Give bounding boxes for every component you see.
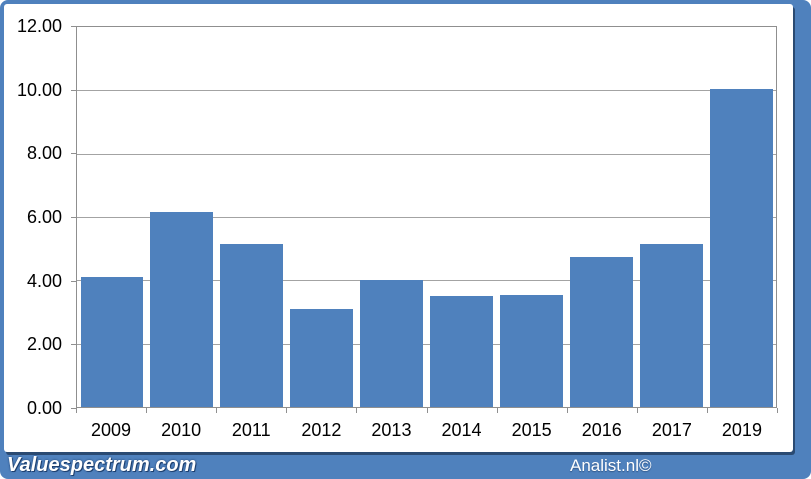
y-tick-mark bbox=[71, 408, 76, 409]
y-tick-mark bbox=[71, 217, 76, 218]
x-tick-mark bbox=[216, 408, 218, 413]
x-tick-mark bbox=[286, 408, 288, 413]
x-tick-mark bbox=[426, 408, 428, 413]
bar-2009 bbox=[80, 277, 144, 407]
y-tick-label: 2.00 bbox=[26, 334, 62, 355]
bar-slot bbox=[287, 27, 357, 407]
y-tick-label: 6.00 bbox=[26, 207, 62, 227]
y-tick-label: 0.00 bbox=[26, 398, 62, 418]
x-tick-label: 2017 bbox=[651, 420, 692, 440]
x-tick-label: 2014 bbox=[441, 420, 482, 440]
x-tick-mark bbox=[636, 408, 638, 413]
x-tick-mark bbox=[496, 408, 498, 413]
x-tick-mark bbox=[146, 408, 148, 413]
x-tick-mark bbox=[777, 408, 778, 413]
y-tick-mark bbox=[71, 344, 76, 346]
bar-slot bbox=[566, 27, 636, 407]
x-tick-mark bbox=[356, 408, 358, 413]
y-tick-mark bbox=[71, 89, 76, 91]
gridline bbox=[77, 90, 776, 92]
bar-2011 bbox=[220, 243, 284, 407]
bar-2016 bbox=[569, 256, 633, 407]
analist-watermark: Analist.nl© bbox=[570, 455, 652, 475]
bar-slot bbox=[496, 27, 566, 407]
bar-2013 bbox=[360, 280, 424, 407]
bar-slot bbox=[217, 27, 287, 407]
x-tick-label: 2010 bbox=[161, 420, 202, 440]
bar-2010 bbox=[150, 212, 214, 407]
x-tick-label: 2013 bbox=[371, 420, 412, 440]
x-tick-label: 2015 bbox=[511, 420, 552, 440]
chart-panel: 0.00 2.00 4.00 6.00 8.00 10.00 12.00 2009 2010 2… bbox=[4, 4, 793, 452]
y-tick-label: 4.00 bbox=[26, 270, 62, 291]
x-tick-label: 2009 bbox=[91, 420, 132, 440]
bar-2012 bbox=[290, 308, 354, 407]
x-tick-label: 2016 bbox=[581, 420, 622, 440]
valuespectrum-watermark: Valuespectrum.com bbox=[7, 454, 197, 476]
x-tick-label: 2011 bbox=[231, 420, 271, 440]
y-tick-label: 12.00 bbox=[16, 16, 62, 36]
x-tick-mark bbox=[76, 408, 77, 413]
gridline bbox=[77, 217, 776, 218]
x-tick-label: 2019 bbox=[721, 420, 762, 440]
bar-slot bbox=[706, 27, 776, 407]
bar-2015 bbox=[499, 294, 563, 407]
bar-2014 bbox=[430, 296, 493, 407]
bar-slot bbox=[357, 27, 427, 407]
bar-slot bbox=[147, 27, 217, 407]
bar-slot bbox=[77, 27, 147, 407]
plot-area bbox=[76, 26, 777, 408]
y-tick-label: 10.00 bbox=[16, 79, 62, 100]
gridline bbox=[77, 153, 776, 155]
gridline bbox=[77, 343, 776, 345]
y-tick-mark bbox=[71, 26, 76, 27]
y-tick-label: 8.00 bbox=[26, 143, 62, 164]
bar-slot bbox=[427, 27, 497, 407]
bar-series bbox=[77, 27, 776, 407]
bar-2017 bbox=[639, 243, 703, 407]
x-tick-label: 2012 bbox=[301, 420, 342, 440]
y-tick-mark bbox=[71, 153, 76, 155]
x-tick-mark bbox=[566, 408, 568, 413]
y-tick-mark bbox=[71, 280, 76, 282]
gridline bbox=[77, 280, 776, 282]
bar-slot bbox=[636, 27, 706, 407]
x-tick-mark bbox=[706, 408, 708, 413]
bar-2019 bbox=[709, 88, 773, 407]
